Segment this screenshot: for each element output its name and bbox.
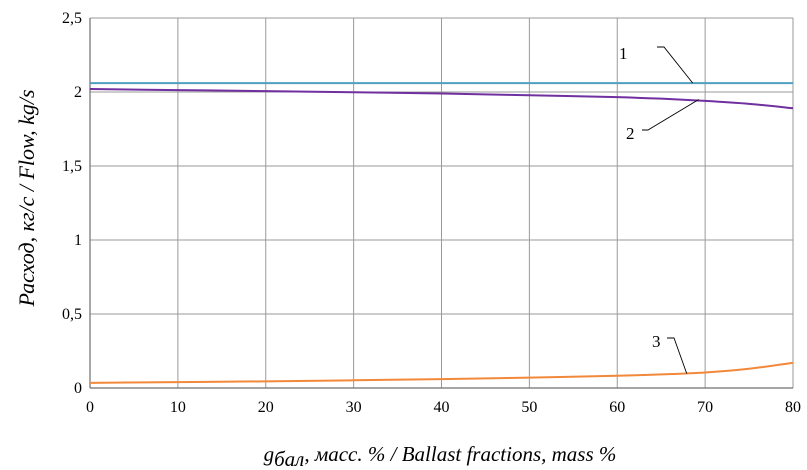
series-line-2 xyxy=(89,88,794,110)
series-line-3 xyxy=(89,361,794,384)
series-leader-line-1 xyxy=(657,46,694,84)
x-axis-title-separator: / xyxy=(385,442,401,466)
series-leader-line-3 xyxy=(667,337,688,374)
x-axis-title-subscript: бал xyxy=(274,447,304,470)
y-tick-label: 2 xyxy=(74,84,82,101)
x-tick-label: 50 xyxy=(521,399,537,416)
series-label-2: 2 xyxy=(626,124,635,143)
y-tick-label: 1,5 xyxy=(62,158,82,175)
x-tick-label: 60 xyxy=(609,399,625,416)
series-labels: 1 2 3 xyxy=(619,44,699,374)
x-axis-title-symbol: g xyxy=(264,442,275,466)
x-tick-label: 20 xyxy=(258,399,274,416)
series-label-1: 1 xyxy=(619,44,628,63)
x-axis-title-en: Ballast fractions, mass % xyxy=(402,442,617,466)
x-tick-label: 0 xyxy=(86,399,94,416)
x-tick-label: 70 xyxy=(697,399,713,416)
y-tick-label: 2,5 xyxy=(62,10,82,27)
series-label-3: 3 xyxy=(652,332,661,351)
series-group xyxy=(89,82,794,384)
grid xyxy=(89,17,794,389)
y-tick-label: 0 xyxy=(74,380,82,397)
series-leader-line-2 xyxy=(642,99,699,131)
ticks: 0 10 20 30 40 50 60 70 80 0 0,5 1 1,5 2 2,5 xyxy=(62,10,801,416)
x-tick-label: 40 xyxy=(434,399,450,416)
x-axis-title-ru: , масс. % xyxy=(304,442,385,466)
y-tick-label: 1 xyxy=(74,232,82,249)
y-axis-title: Расход, кг/с / Flow, kg/s xyxy=(14,89,39,307)
y-tick-label: 0,5 xyxy=(62,306,82,323)
x-tick-label: 30 xyxy=(346,399,362,416)
x-tick-label: 10 xyxy=(170,399,186,416)
x-axis-title: gбал, масс. % / Ballast fractions, mass … xyxy=(264,442,617,470)
x-tick-label: 80 xyxy=(785,399,801,416)
